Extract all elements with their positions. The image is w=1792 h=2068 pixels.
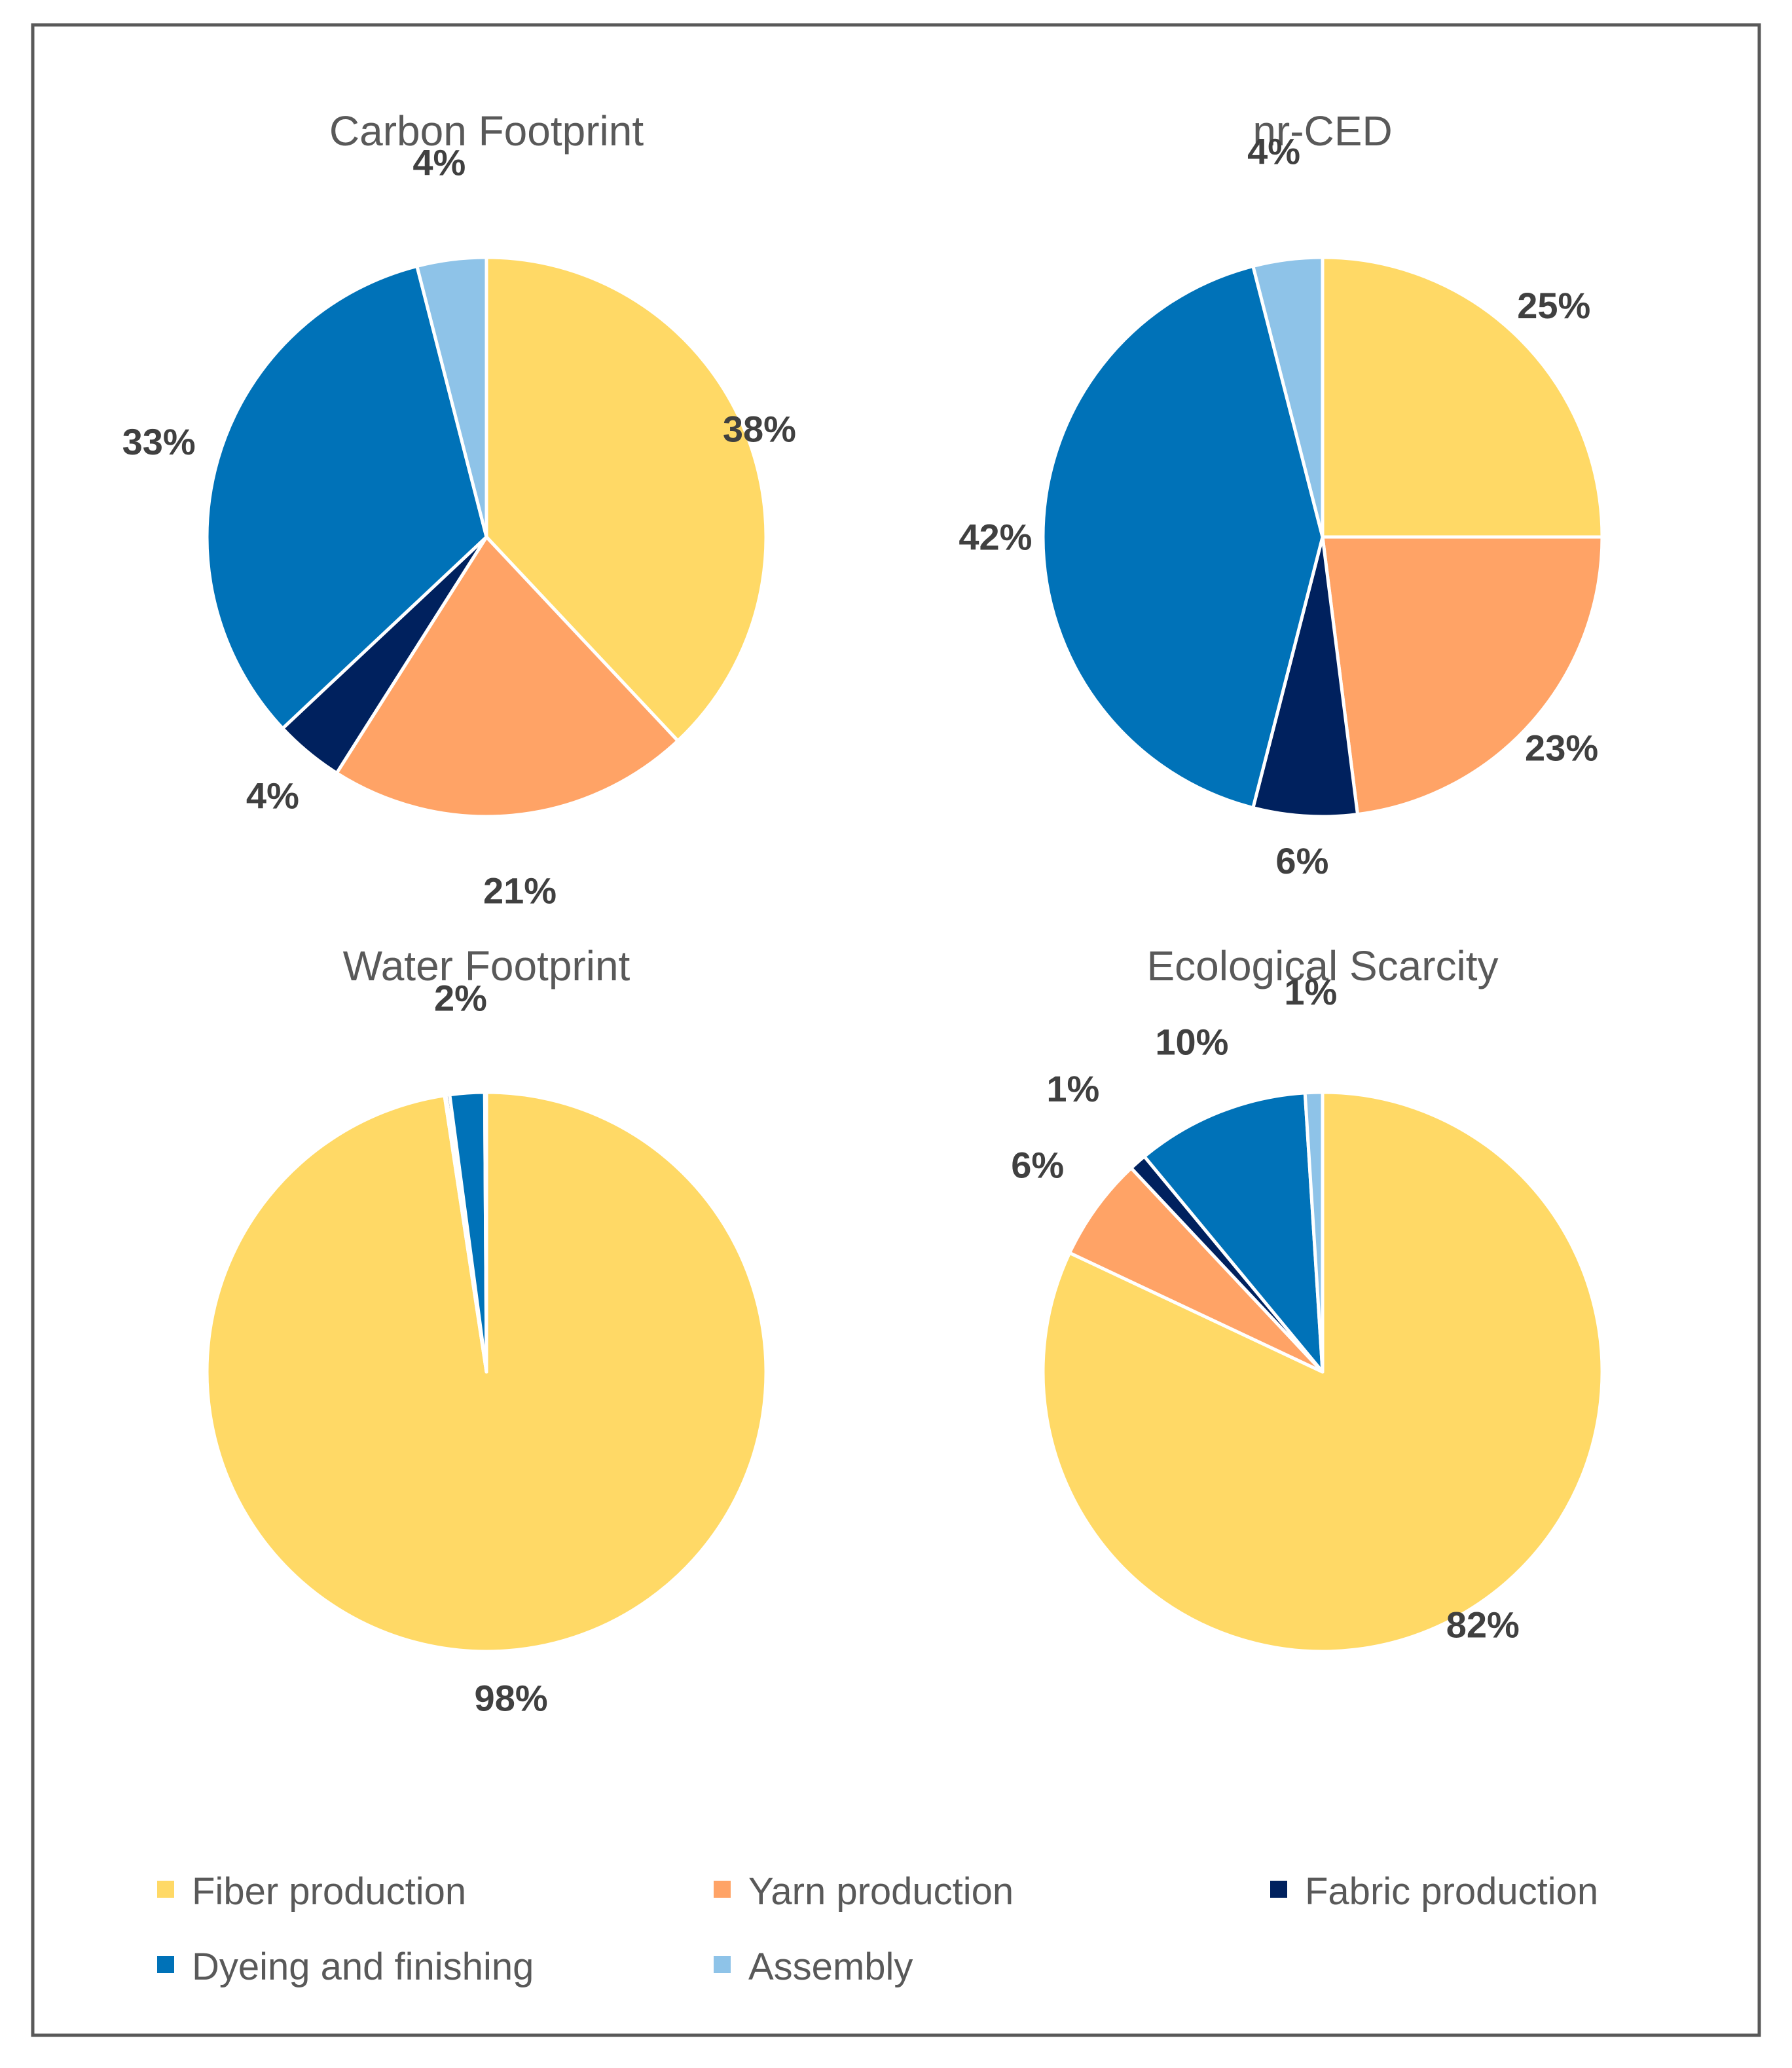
- legend-item-dyeing-and-finishing: Dyeing and finishing: [157, 1946, 534, 1988]
- pie-slice-assembly: [483, 1090, 488, 1374]
- data-label-fiber-production: 98%: [475, 1678, 548, 1719]
- data-label-dyeing-and-finishing: 33%: [122, 421, 196, 462]
- data-label-dyeing-and-finishing: 10%: [1155, 1021, 1228, 1062]
- legend-swatch: [1270, 1881, 1287, 1898]
- legend-label: Fabric production: [1305, 1870, 1598, 1913]
- pie-slice-fiber-production: [1321, 255, 1604, 539]
- pie-slice-fiber-production: [485, 255, 768, 743]
- pie-slice-yarn-production: [1321, 535, 1604, 817]
- legend: Fiber production Yarn production Fabric …: [157, 1870, 1598, 1988]
- pie-slice-assembly: [1303, 1090, 1325, 1374]
- data-label-assembly: 4%: [1247, 131, 1300, 172]
- data-label-assembly: 1%: [1284, 971, 1337, 1012]
- legend-item-yarn-production: Yarn production: [714, 1870, 1014, 1913]
- data-label-dyeing-and-finishing: 42%: [959, 517, 1032, 558]
- data-label-fabric-production: 1%: [1046, 1068, 1099, 1109]
- legend-item-assembly: Assembly: [714, 1946, 913, 1988]
- legend-swatch: [157, 1956, 174, 1973]
- pie-slice-assembly: [415, 255, 488, 539]
- pie-chart-carbon-footprint: Carbon Footprint 38% 21% 4% 33% 4%: [122, 107, 796, 911]
- data-label-fiber-production: 38%: [723, 409, 796, 450]
- pie-slice-dyeing-and-finishing: [1143, 1091, 1325, 1374]
- data-label-dyeing-and-finishing: 2%: [434, 978, 487, 1019]
- data-label-fiber-production: 82%: [1446, 1604, 1520, 1645]
- data-label-yarn-production: 23%: [1525, 727, 1598, 768]
- legend-swatch: [714, 1881, 731, 1898]
- data-label-yarn-production: 6%: [1011, 1144, 1064, 1185]
- legend-label: Yarn production: [748, 1870, 1014, 1913]
- chart-title: Water Footprint: [343, 942, 631, 989]
- data-label-fiber-production: 25%: [1517, 285, 1590, 326]
- chart-title: Ecological Scarcity: [1146, 942, 1498, 989]
- pie-chart-ecological-scarcity: Ecological Scarcity 82% 6% 1% 10% 1%: [1011, 942, 1604, 1653]
- legend-label: Fiber production: [192, 1870, 466, 1913]
- legend-swatch: [157, 1881, 174, 1898]
- pie-slice-dyeing-and-finishing: [1041, 264, 1325, 810]
- pie-slice-assembly: [1251, 255, 1325, 539]
- pie-slice-dyeing-and-finishing: [205, 264, 488, 730]
- legend-item-fabric-production: Fabric production: [1270, 1870, 1598, 1913]
- pie-slice-yarn-production: [335, 535, 680, 819]
- chart-title: Carbon Footprint: [329, 107, 644, 155]
- legend-item-fiber-production: Fiber production: [157, 1870, 466, 1913]
- chart-title: nr-CED: [1253, 107, 1392, 155]
- legend-label: Assembly: [748, 1946, 913, 1988]
- pie-chart-nr-ced: nr-CED 25% 23% 6% 42% 4%: [959, 107, 1604, 881]
- pie-slice-yarn-production: [1068, 1166, 1325, 1374]
- data-label-assembly: 4%: [412, 142, 466, 183]
- pie-chart-water-footprint: Water Footprint 98% 2%: [205, 942, 768, 1719]
- pie-slice-fabric-production: [1251, 535, 1360, 819]
- data-label-yarn-production: 21%: [483, 870, 557, 911]
- data-label-fabric-production: 6%: [1275, 840, 1328, 881]
- data-label-fabric-production: 4%: [246, 775, 299, 816]
- legend-swatch: [714, 1956, 731, 1973]
- legend-label: Dyeing and finishing: [192, 1946, 534, 1988]
